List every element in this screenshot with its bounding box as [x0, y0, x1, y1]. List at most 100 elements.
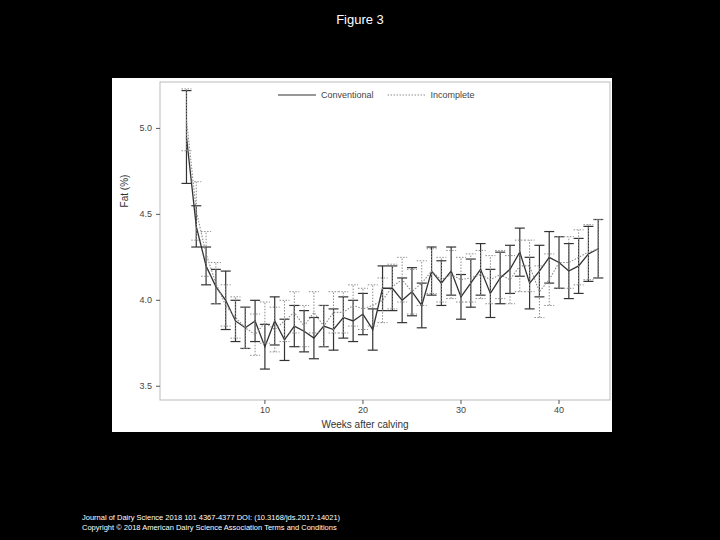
error-cap: [593, 277, 603, 278]
error-stem: [480, 250, 481, 298]
error-cap: [505, 255, 515, 256]
title: Figure 3: [336, 12, 384, 27]
error-stem: [598, 220, 599, 278]
error-cap: [368, 308, 378, 309]
error-bar: [407, 269, 417, 314]
error-cap: [436, 305, 446, 306]
error-cap: [387, 264, 397, 265]
error-cap: [446, 246, 456, 247]
error-bar: [554, 237, 564, 289]
error-cap: [417, 327, 427, 328]
error-cap: [280, 360, 290, 361]
error-cap: [280, 341, 290, 342]
error-cap: [240, 307, 250, 308]
error-cap: [299, 351, 309, 352]
error-cap: [260, 343, 270, 344]
error-cap: [368, 326, 378, 327]
error-cap: [319, 305, 329, 306]
error-cap: [505, 303, 515, 304]
legend-label: Incomplete: [431, 90, 475, 100]
error-cap: [230, 341, 240, 342]
error-cap: [338, 291, 348, 292]
error-cap: [289, 332, 299, 333]
y-tick-label: 4.5: [139, 209, 152, 219]
y-tick-label: 4.0: [139, 295, 152, 305]
error-bar: [593, 220, 603, 278]
error-cap: [201, 284, 211, 285]
error-bar: [250, 314, 260, 355]
error-cap: [456, 319, 466, 320]
error-cap: [289, 346, 299, 347]
error-cap: [378, 265, 388, 266]
error-bar: [240, 307, 250, 348]
error-cap: [544, 305, 554, 306]
error-bar: [564, 237, 574, 289]
error-cap: [378, 322, 388, 323]
error-cap: [583, 281, 593, 282]
error-bar: [476, 250, 486, 298]
error-cap: [515, 228, 525, 229]
error-cap: [407, 269, 417, 270]
y-axis-label: Fat (%): [119, 175, 130, 208]
error-stem: [274, 307, 275, 352]
error-stem: [313, 292, 314, 333]
error-cap: [329, 332, 339, 333]
error-cap: [534, 317, 544, 318]
error-cap: [270, 351, 280, 352]
error-cap: [436, 302, 446, 303]
x-tick-label: 20: [358, 405, 368, 415]
error-stem: [264, 302, 265, 343]
error-bar: [456, 257, 466, 302]
legend-label: Conventional: [321, 90, 374, 100]
x-tick-label: 10: [260, 405, 270, 415]
legend-swatch: [388, 94, 426, 95]
error-cap: [407, 267, 417, 268]
error-cap: [544, 231, 554, 232]
error-cap: [358, 329, 368, 330]
error-cap: [534, 245, 544, 246]
x-tick-label: 30: [456, 405, 466, 415]
error-cap: [299, 346, 309, 347]
error-cap: [211, 303, 221, 304]
y-tick: [156, 214, 160, 215]
error-cap: [211, 262, 221, 263]
error-cap: [485, 317, 495, 318]
error-cap: [221, 284, 231, 285]
error-cap: [270, 307, 280, 308]
error-cap: [574, 293, 584, 294]
error-bar: [181, 89, 191, 151]
plot-frame: [160, 82, 610, 400]
error-bar: [417, 261, 427, 306]
error-cap: [466, 253, 476, 254]
error-cap: [250, 355, 260, 356]
error-cap: [201, 246, 211, 247]
error-cap: [427, 248, 437, 249]
error-cap: [427, 295, 437, 296]
error-cap: [583, 279, 593, 280]
error-cap: [221, 326, 231, 327]
error-cap: [260, 368, 270, 369]
error-cap: [260, 302, 270, 303]
error-bar: [544, 254, 554, 306]
error-stem: [559, 237, 560, 289]
error-cap: [485, 255, 495, 256]
series-line: [186, 120, 598, 335]
chart: Figure 33.54.04.55.010203040Weeks after …: [0, 0, 720, 540]
error-cap: [436, 257, 446, 258]
error-cap: [309, 358, 319, 359]
error-cap: [250, 300, 260, 301]
error-cap: [456, 302, 466, 303]
error-cap: [240, 348, 250, 349]
error-cap: [378, 277, 388, 278]
error-cap: [574, 284, 584, 285]
error-cap: [348, 326, 358, 327]
legend-swatch: [278, 94, 316, 95]
error-cap: [397, 302, 407, 303]
error-bar: [574, 230, 584, 285]
error-stem: [460, 257, 461, 302]
error-cap: [407, 314, 417, 315]
error-cap: [583, 224, 593, 225]
error-cap: [201, 231, 211, 232]
page: {"chart_data": { "type": "line", "title"…: [0, 0, 720, 540]
error-cap: [407, 315, 417, 316]
